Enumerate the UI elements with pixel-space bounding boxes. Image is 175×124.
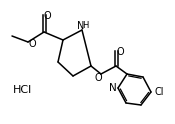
Text: O: O — [43, 11, 51, 21]
Text: HCl: HCl — [12, 85, 32, 95]
Text: O: O — [28, 39, 36, 49]
Text: Cl: Cl — [154, 87, 164, 97]
Text: O: O — [94, 73, 102, 83]
Text: N: N — [77, 21, 85, 31]
Text: O: O — [116, 47, 124, 57]
Text: H: H — [82, 21, 88, 31]
Text: N: N — [109, 83, 117, 93]
